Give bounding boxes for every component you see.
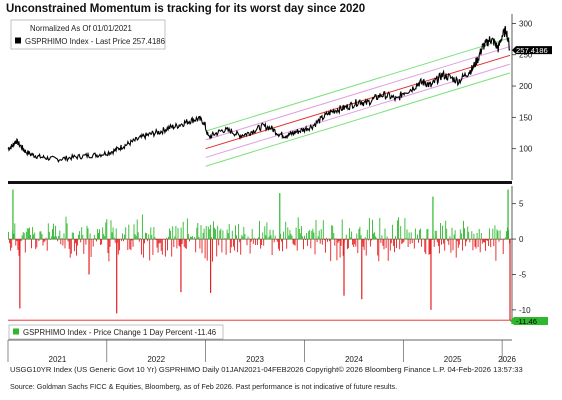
channel-upper-inner: [205, 46, 511, 141]
x-axis-year-label: 2023: [246, 355, 264, 364]
price-line: [7, 25, 511, 163]
regression-channel: [205, 37, 511, 167]
regression-line: [205, 54, 511, 150]
change-y-tick-label: 5: [519, 200, 524, 209]
chart-title: Unconstrained Momentum is tracking for i…: [6, 3, 366, 15]
x-axis-year-label: 2022: [147, 355, 165, 364]
last-price-tag: 257.4186: [512, 46, 552, 55]
price-panel: 100 150 200 250 300 Normalized As Of 01/01/2…: [7, 14, 552, 180]
change-legend-entry: GSPRHIMO Index - Price Change 1 Day Perc…: [23, 328, 216, 337]
last-price-tag-shape: [512, 46, 552, 55]
change-bars: [8, 189, 512, 321]
footer-info: USGG10YR Index (US Generic Govt 10 Yr) G…: [10, 365, 523, 374]
price-legend-header: Normalized As Of 01/01/2021: [30, 24, 132, 33]
channel-lower-outer: [205, 72, 511, 167]
channel-upper-outer: [205, 37, 511, 132]
price-legend-swatch: [15, 37, 21, 44]
price-y-tick-label: 150: [519, 113, 533, 122]
price-y-tick-label: 300: [519, 19, 533, 28]
x-axis-year-label: 2024: [345, 355, 363, 364]
change-panel: -10 -5 0 5 GSPRHIMO Index - Price Change 1 …: [8, 186, 548, 340]
change-y-axis: -10 -5 0 5: [511, 186, 531, 324]
price-y-tick-label: 200: [519, 82, 533, 91]
change-legend: GSPRHIMO Index - Price Change 1 Day Perc…: [8, 324, 224, 340]
change-y-tick-label: -5: [519, 270, 527, 279]
price-y-axis: 100 150 200 250 300: [511, 14, 533, 180]
x-axis-year-label: 2026: [498, 355, 516, 364]
last-change-tag-shape: [510, 317, 548, 325]
x-axis-year-label: 2021: [49, 355, 67, 364]
last-change-tag: -11.46: [510, 317, 548, 326]
last-change-label: -11.46: [516, 317, 537, 326]
price-legend-box: [10, 19, 166, 50]
last-price-label: 257.4186: [516, 46, 548, 55]
change-y-tick-label: 0: [519, 235, 524, 244]
change-legend-swatch: [13, 328, 19, 335]
price-y-tick-label: 250: [519, 51, 533, 60]
x-axis: 2021 2022 2023 2024 2025 2026: [7, 339, 517, 364]
panel-separator: [8, 181, 512, 184]
x-axis-year-label: 2025: [444, 355, 462, 364]
change-y-tick-label: -10: [519, 306, 531, 315]
price-legend-entry: GSPRHIMO Index - Last Price 257.4186: [25, 37, 165, 46]
channel-lower-inner: [205, 63, 511, 158]
change-legend-box: [8, 324, 224, 340]
source-note: Source: Goldman Sachs FICC & Equities, B…: [10, 382, 398, 391]
price-y-tick-label: 100: [519, 145, 533, 154]
price-legend: Normalized As Of 01/01/2021 GSPRHIMO Ind…: [10, 19, 166, 50]
